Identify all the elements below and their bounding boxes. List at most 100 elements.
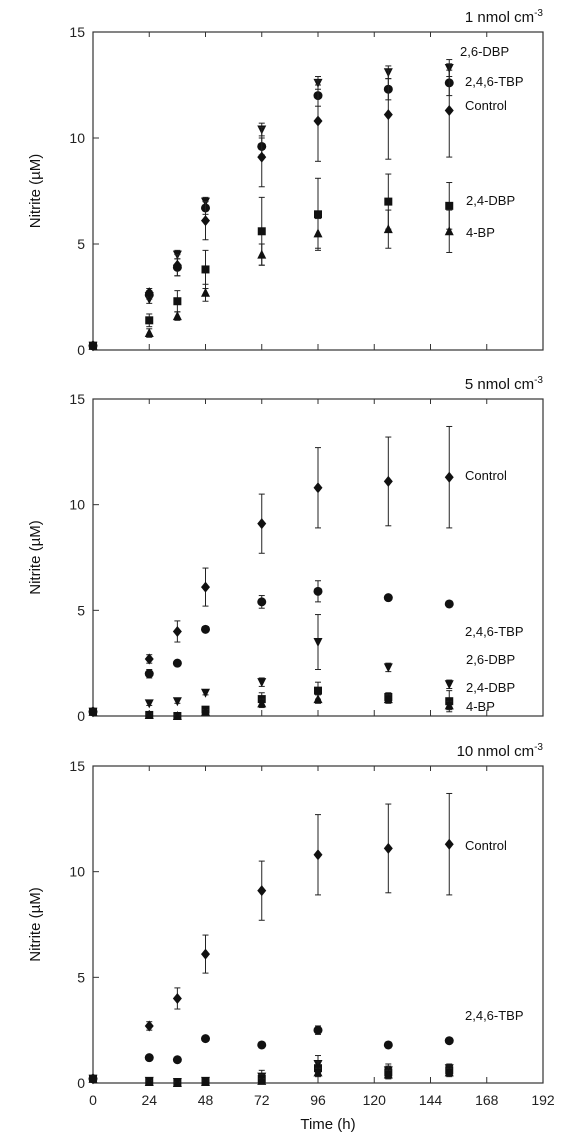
x-tick-label: 0 [89,1092,97,1108]
data-point-control [444,104,454,116]
x-tick-label: 72 [254,1092,270,1108]
x-tick-label: 144 [419,1092,443,1108]
y-tick-label: 5 [77,602,85,618]
x-tick-label: 120 [363,1092,387,1108]
legend-label-2-6-dbp: 2,6-DBP [466,652,515,667]
data-point-2-6-dbp [201,688,210,698]
panel-title: 5 nmol cm-3 [465,375,544,393]
legend-label-2-4-6-tbp: 2,4,6-TBP [465,74,524,89]
x-tick-label: 96 [310,1092,326,1108]
data-point-control [172,625,182,637]
data-point-4-bp [88,706,98,716]
series-control [88,63,454,352]
data-point-2-4-6-tbp [257,597,267,607]
data-point-4-bp [172,711,182,720]
legend-label-control: Control [465,98,507,113]
data-point-2-6-dbp [172,697,182,707]
data-point-2-6-dbp [444,680,454,690]
data-point-control [172,259,182,271]
y-tick-label: 0 [77,708,85,724]
series-control [88,425,454,718]
panel-title: 1 nmol cm-3 [465,8,544,26]
data-point-4-bp [444,1067,454,1077]
legend-label-control: Control [465,838,507,853]
series-2-4-6-tbp [88,580,454,717]
x-tick-label: 24 [141,1092,157,1108]
legend-label-4-bp: 4-BP [466,699,495,714]
data-point-4-bp [444,226,454,236]
data-point-4-bp [257,249,267,259]
y-tick-label: 10 [69,497,85,513]
data-point-2-4-dbp [384,197,393,206]
data-point-2-4-dbp [314,686,322,695]
data-point-2-4-6-tbp [383,593,393,603]
data-point-4-bp [257,698,267,708]
data-point-4-bp [88,1073,98,1083]
series-4-bp [88,694,454,720]
data-point-control [313,849,323,861]
legend-label-2-4-6-tbp: 2,4,6-TBP [465,1008,524,1023]
data-point-2-4-dbp [314,210,322,219]
data-point-control [444,471,454,483]
data-point-control [257,885,267,897]
series-4-bp [88,1067,454,1087]
data-point-4-bp [144,328,154,338]
data-point-2-4-6-tbp [383,1040,393,1050]
data-point-2-4-dbp [201,265,210,274]
data-point-4-bp [444,700,454,710]
data-point-control [444,838,454,850]
data-point-control [257,518,267,530]
y-tick-label: 10 [69,864,85,880]
x-axis-label: Time (h) [300,1116,355,1133]
y-tick-label: 15 [69,24,85,40]
data-point-2-4-6-tbp [144,1053,154,1063]
data-point-2-4-6-tbp [201,624,210,634]
data-point-4-bp [257,1075,267,1085]
data-point-control [383,475,393,487]
data-point-2-4-6-tbp [201,1034,210,1044]
series-2-6-dbp [88,1055,454,1087]
x-tick-label: 192 [531,1092,555,1108]
data-point-control [201,948,210,960]
data-point-2-6-dbp [383,663,393,673]
panel-3: 0 5 10 15 0 24 48 72 96 120 144 168 192 Nitrite (µM) T… [27,742,555,1133]
data-point-2-4-dbp [145,316,154,325]
data-point-control [144,287,154,299]
data-point-2-4-dbp [445,201,454,210]
data-point-4-bp [88,340,98,350]
panel-2: 0 5 10 15 Nitrite (µM) 5 nmol cm-3 Control 2,4,… [27,375,544,724]
data-point-control [201,581,210,593]
y-tick-label: 0 [77,1075,85,1091]
series-2-4-dbp [89,173,454,350]
y-axis-label: Nitrite (µM) [27,154,44,228]
y-tick-label: 15 [69,758,85,774]
legend-label-2-6-dbp: 2,6-DBP [460,44,509,59]
legend-label-4-bp: 4-BP [466,225,495,240]
data-point-2-4-6-tbp [313,586,323,596]
legend-label-control: Control [465,468,507,483]
y-axis-label: Nitrite (µM) [27,887,44,961]
data-point-control [201,215,210,227]
legend-label-2-4-dbp: 2,4-DBP [466,680,515,695]
y-axis-label: Nitrite (µM) [27,520,44,594]
data-point-control [313,115,323,127]
series-4-bp [88,209,454,350]
data-point-2-4-6-tbp [257,1040,267,1050]
data-point-2-6-dbp [313,638,323,648]
data-point-4-bp [313,1067,323,1077]
data-point-4-bp [313,228,323,238]
series-control [88,792,454,1085]
data-point-4-bp [383,1069,393,1079]
data-point-control [383,109,393,121]
data-point-2-4-6-tbp [144,669,154,679]
y-tick-label: 5 [77,969,85,985]
y-tick-label: 15 [69,391,85,407]
data-point-4-bp [144,709,154,719]
data-point-2-4-6-tbp [172,658,182,668]
data-point-2-4-6-tbp [444,1036,454,1046]
data-point-control [144,1020,154,1032]
panel-1: 0 5 10 15 Nitrite (µM) 1 nmol cm-3 2,6-DBP 2,4,… [27,8,544,358]
y-tick-label: 10 [69,130,85,146]
data-point-2-4-6-tbp [172,1055,182,1065]
